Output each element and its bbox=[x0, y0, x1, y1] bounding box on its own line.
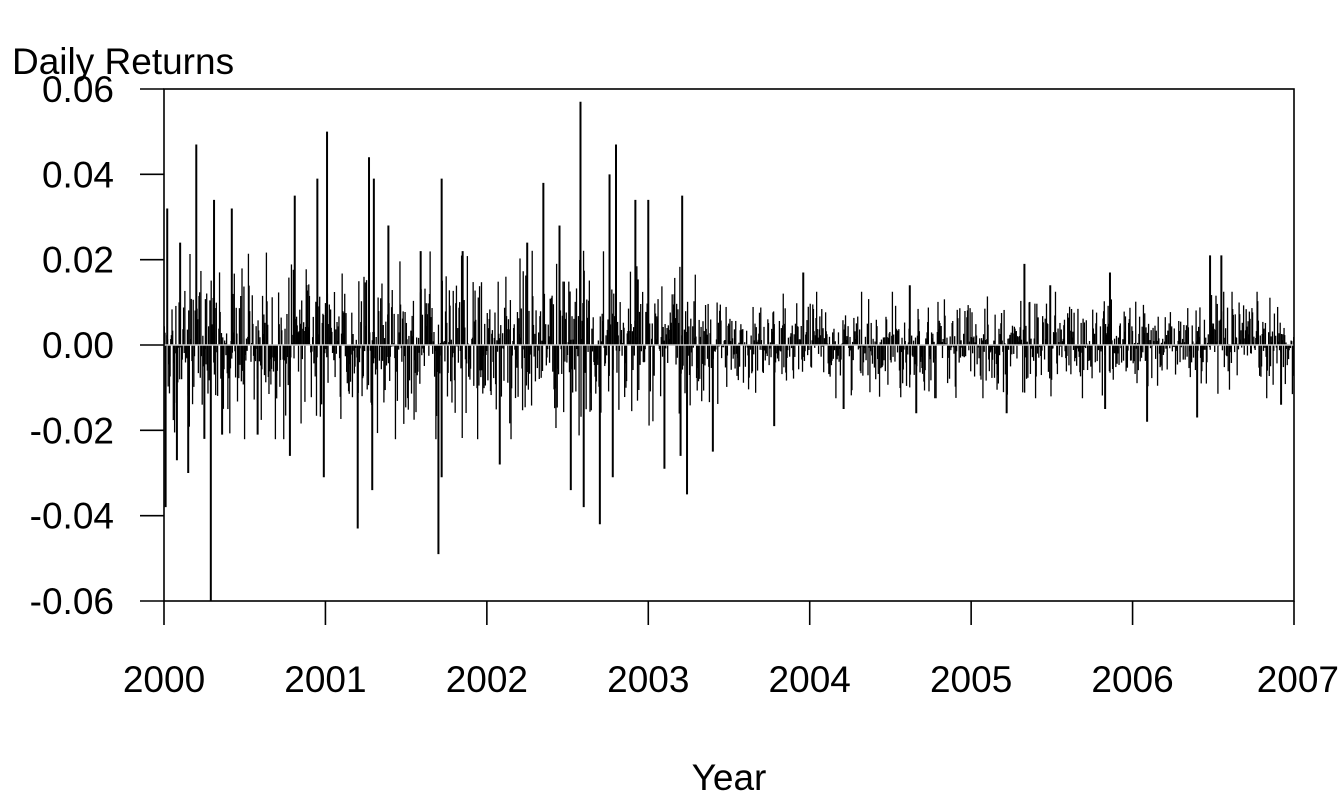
x-tick-label: 2003 bbox=[607, 659, 689, 700]
x-tick-label: 2006 bbox=[1091, 659, 1173, 700]
x-tick-label: 2001 bbox=[284, 659, 366, 700]
x-tick-label: 2004 bbox=[769, 659, 851, 700]
y-tick-label: 0.06 bbox=[42, 69, 114, 110]
data-spikes-group bbox=[163, 101, 1295, 601]
y-tick-label: -0.04 bbox=[30, 496, 114, 537]
x-axis: 2000 2001 2002 2003 2004 2005 2006 2007 bbox=[123, 601, 1339, 700]
y-tick-label: 0.02 bbox=[42, 240, 114, 281]
y-axis-label: Daily Returns bbox=[12, 41, 234, 82]
x-tick-label: 2005 bbox=[930, 659, 1012, 700]
x-tick-label: 2002 bbox=[446, 659, 528, 700]
x-tick-label: 2007 bbox=[1257, 659, 1339, 700]
y-tick-label: -0.02 bbox=[30, 410, 114, 451]
y-tick-label: -0.06 bbox=[30, 581, 114, 622]
y-tick-label: 0.00 bbox=[42, 325, 114, 366]
y-axis: 0.06 0.04 0.02 0.00 -0.02 -0.04 -0.06 bbox=[30, 69, 164, 622]
x-tick-label: 2000 bbox=[123, 659, 205, 700]
x-axis-label: Year bbox=[692, 757, 767, 798]
y-tick-label: 0.04 bbox=[42, 154, 114, 195]
